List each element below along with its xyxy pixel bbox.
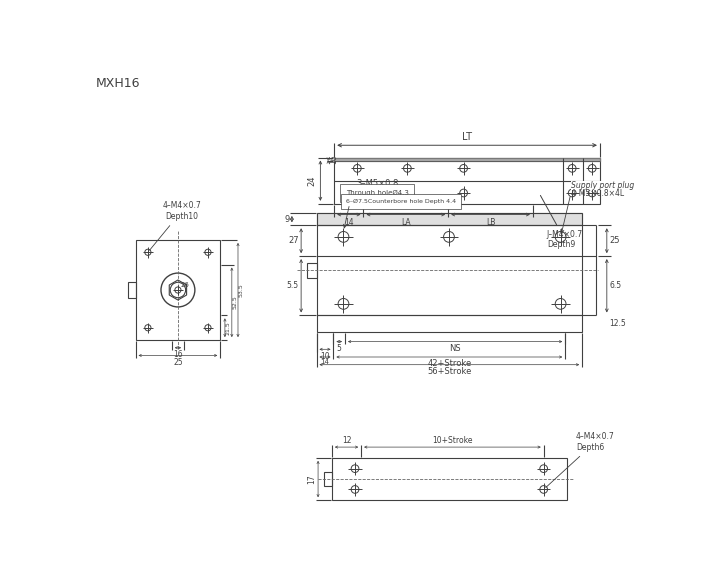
Text: 3–M5×0.8: 3–M5×0.8	[357, 179, 399, 188]
Text: MXH16: MXH16	[95, 76, 140, 90]
Text: 5.5: 5.5	[287, 281, 299, 290]
Text: LB: LB	[486, 218, 495, 226]
Text: 27: 27	[288, 236, 299, 245]
Text: 14: 14	[344, 218, 354, 226]
Text: 4–M4×0.7
Depth6: 4–M4×0.7 Depth6	[545, 432, 615, 487]
Text: Supply port plug: Supply port plug	[571, 181, 634, 190]
Bar	[317, 315, 582, 332]
Bar	[325, 472, 332, 486]
Bar	[317, 213, 582, 225]
Text: 56+Stroke: 56+Stroke	[427, 367, 472, 376]
Bar	[332, 458, 567, 500]
Text: 10: 10	[320, 352, 329, 360]
Text: 42+Stroke: 42+Stroke	[427, 359, 472, 368]
Text: LT: LT	[462, 132, 472, 142]
Text: 6–Ø7.5Counterbore hole Depth 4.4: 6–Ø7.5Counterbore hole Depth 4.4	[346, 199, 456, 204]
Text: 9: 9	[285, 215, 290, 223]
Text: 17: 17	[307, 475, 315, 484]
Text: 6.5: 6.5	[609, 281, 621, 290]
Text: 12.5: 12.5	[609, 319, 626, 328]
Bar	[135, 240, 220, 340]
Text: 10+Stroke: 10+Stroke	[433, 436, 472, 445]
Text: 16: 16	[173, 350, 183, 359]
Text: NS: NS	[449, 344, 461, 353]
Bar	[307, 263, 317, 278]
Text: 14: 14	[320, 359, 329, 365]
Text: J–M4×0.7
Depth9: J–M4×0.7 Depth9	[540, 195, 583, 249]
Bar	[128, 282, 135, 298]
Bar	[317, 225, 582, 315]
Text: 25: 25	[609, 236, 620, 245]
Bar	[334, 158, 600, 204]
Text: 26: 26	[180, 282, 189, 289]
Text: 16: 16	[329, 154, 339, 164]
Text: 52.5: 52.5	[233, 295, 238, 309]
Text: 4–M4×0.7
Depth10: 4–M4×0.7 Depth10	[149, 201, 201, 250]
Text: 25: 25	[173, 358, 183, 367]
Text: 24: 24	[308, 175, 317, 186]
Text: 12: 12	[342, 436, 351, 445]
Text: 4–M5×0.8×4L: 4–M5×0.8×4L	[571, 189, 625, 198]
Text: 53.5: 53.5	[239, 283, 244, 297]
Text: Through holeØ4.3: Through holeØ4.3	[346, 190, 409, 196]
Text: 5: 5	[336, 344, 341, 353]
Text: LA: LA	[401, 218, 411, 226]
Text: 21.5: 21.5	[226, 321, 231, 335]
